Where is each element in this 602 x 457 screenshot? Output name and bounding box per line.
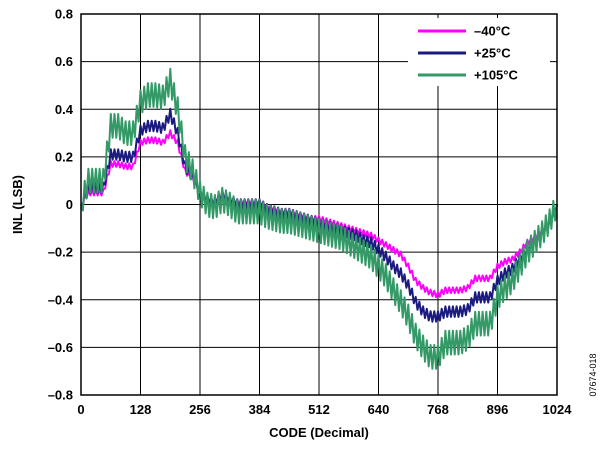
x-tick-labels: 0 128 256 384 512 640 768 896 1024: [77, 402, 572, 417]
x-axis-title: CODE (Decimal): [269, 425, 369, 440]
series-lines: [80, 67, 558, 370]
x-tick-label: 1024: [543, 402, 573, 417]
legend-label: –40°C: [474, 24, 511, 39]
x-tick-label: 640: [368, 402, 390, 417]
x-tick-label: 512: [308, 402, 330, 417]
x-tick-label: 128: [130, 402, 152, 417]
y-tick-label: 0.4: [55, 102, 74, 117]
legend: –40°C +25°C +105°C: [408, 18, 550, 86]
series-line-0: [80, 129, 558, 299]
y-tick-labels: –0.8 –0.6 –0.4 –0.2 0 0.2 0.4 0.6 0.8: [48, 7, 74, 403]
y-tick-label: –0.2: [48, 245, 73, 260]
y-tick-label: 0.2: [55, 149, 73, 164]
y-tick-label: 0: [66, 197, 73, 212]
series-line-2: [80, 67, 558, 370]
x-tick-label: 384: [249, 402, 271, 417]
plot-frame: [80, 13, 558, 396]
x-tick-label: 256: [189, 402, 211, 417]
y-tick-label: 0.8: [55, 7, 73, 22]
figure-id: 07674-018: [588, 353, 598, 396]
x-tick-label: 768: [427, 402, 449, 417]
x-tick-label: 896: [487, 402, 509, 417]
y-tick-label: –0.4: [48, 292, 74, 307]
x-tick-label: 0: [77, 402, 84, 417]
y-tick-label: –0.8: [48, 388, 73, 403]
legend-label: +25°C: [474, 46, 511, 61]
y-axis-title: INL (LSB): [10, 175, 25, 234]
y-tick-label: 0.6: [55, 54, 73, 69]
y-tick-label: –0.6: [48, 340, 73, 355]
legend-label: +105°C: [474, 68, 518, 83]
